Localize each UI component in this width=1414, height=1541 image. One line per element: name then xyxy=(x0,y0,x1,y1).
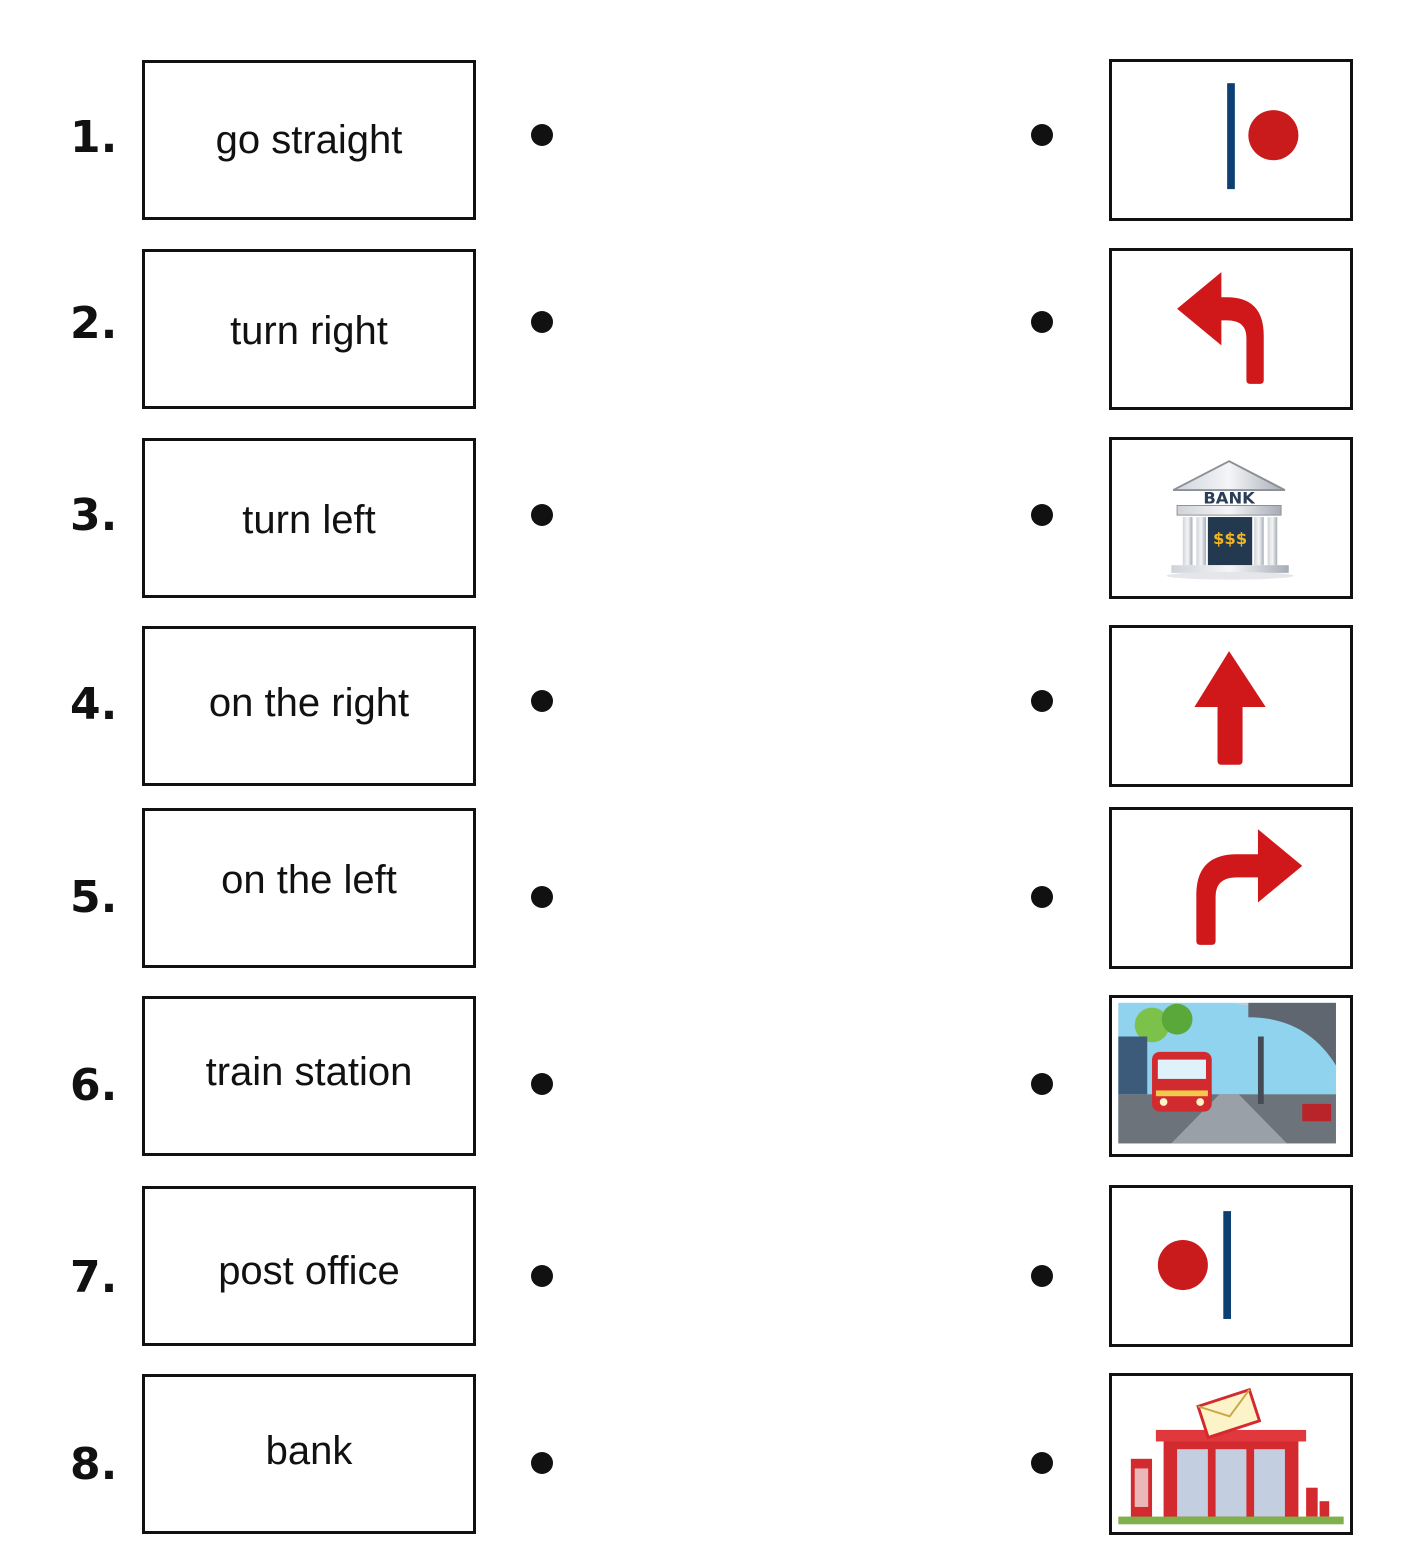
left-match-dot-4[interactable] xyxy=(531,690,553,712)
word-label: on the left xyxy=(221,857,397,902)
picture-box-5 xyxy=(1109,807,1353,969)
turn-left-arrow-icon xyxy=(1177,272,1264,384)
word-label: turn right xyxy=(230,308,388,353)
right-match-dot-7[interactable] xyxy=(1031,1265,1053,1287)
word-label: go straight xyxy=(215,117,403,162)
picture-box-3: BANK $$$ xyxy=(1109,437,1353,599)
item-number-1: 1. xyxy=(70,112,118,163)
word-box-turn-left: turn left xyxy=(142,438,476,598)
word-label: on the right xyxy=(208,680,410,725)
left-match-dot-8[interactable] xyxy=(531,1452,553,1474)
word-box-bank: bank xyxy=(142,1374,476,1534)
bank-money-text: $$$ xyxy=(1213,529,1247,548)
word-label: bank xyxy=(265,1428,353,1473)
item-number-8: 8. xyxy=(70,1439,118,1490)
item-number-5: 5. xyxy=(70,872,118,923)
left-match-dot-7[interactable] xyxy=(531,1265,553,1287)
left-match-dot-5[interactable] xyxy=(531,886,553,908)
item-number-2: 2. xyxy=(70,298,118,349)
bank-building-icon: BANK $$$ xyxy=(1166,460,1294,580)
picture-box-1 xyxy=(1109,59,1353,221)
picture-box-4 xyxy=(1109,625,1353,787)
word-label: post office xyxy=(218,1248,400,1293)
word-box-post-office: post office xyxy=(142,1186,476,1346)
right-match-dot-5[interactable] xyxy=(1031,886,1053,908)
item-number-6: 6. xyxy=(70,1060,118,1111)
picture-box-2 xyxy=(1109,248,1353,410)
left-match-dot-3[interactable] xyxy=(531,504,553,526)
item-number-7: 7. xyxy=(70,1252,118,1303)
left-match-dot-6[interactable] xyxy=(531,1073,553,1095)
on-the-left-icon xyxy=(1157,1211,1231,1319)
left-match-dot-2[interactable] xyxy=(531,311,553,333)
picture-box-7 xyxy=(1109,1185,1353,1347)
right-match-dot-1[interactable] xyxy=(1031,124,1053,146)
item-number-4: 4. xyxy=(70,679,118,730)
right-match-dot-8[interactable] xyxy=(1031,1452,1053,1474)
post-office-illustration xyxy=(1118,1387,1344,1525)
picture-box-6 xyxy=(1109,995,1353,1157)
word-box-go-straight: go straight xyxy=(142,60,476,220)
right-match-dot-6[interactable] xyxy=(1031,1073,1053,1095)
item-number-3: 3. xyxy=(70,490,118,541)
word-box-train-station: train station xyxy=(142,996,476,1156)
word-label: turn left xyxy=(242,497,376,542)
word-box-on-the-right: on the right xyxy=(142,626,476,786)
word-box-on-the-left: on the left xyxy=(142,808,476,968)
picture-box-8 xyxy=(1109,1373,1353,1535)
train-station-illustration xyxy=(1118,1002,1336,1144)
right-match-dot-4[interactable] xyxy=(1031,690,1053,712)
bank-sign-text: BANK xyxy=(1203,489,1256,508)
on-the-right-icon xyxy=(1227,83,1299,190)
right-match-dot-2[interactable] xyxy=(1031,311,1053,333)
word-box-turn-right: turn right xyxy=(142,249,476,409)
turn-right-arrow-icon xyxy=(1196,829,1303,945)
go-straight-arrow-icon xyxy=(1194,651,1266,765)
word-label: train station xyxy=(205,1049,413,1094)
left-match-dot-1[interactable] xyxy=(531,124,553,146)
right-match-dot-3[interactable] xyxy=(1031,504,1053,526)
